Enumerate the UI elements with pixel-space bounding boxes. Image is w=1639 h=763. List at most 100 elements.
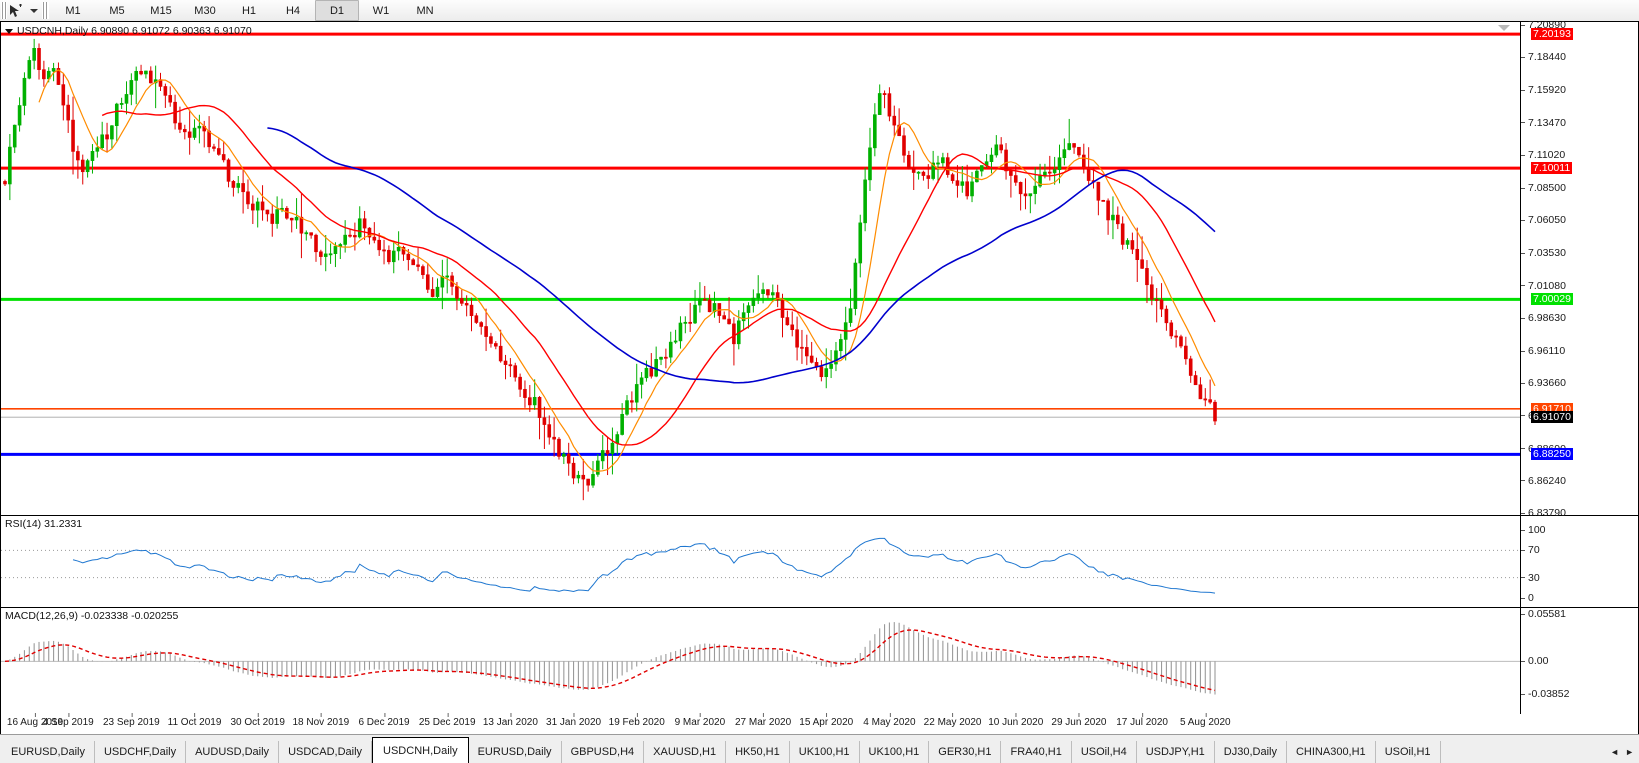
price-tick: 7.01080 — [1521, 280, 1566, 291]
price-tick: 6.86240 — [1521, 476, 1566, 486]
rsi-tick: 70 — [1521, 545, 1540, 556]
price-tick: 6.98630 — [1521, 313, 1566, 323]
timeframe-m1[interactable]: M1 — [65, 4, 81, 17]
price-tick: 7.06050 — [1521, 215, 1566, 225]
date-tick: 4 Sep 2019 — [43, 713, 94, 728]
tab-scroll-buttons[interactable]: ◄ ► — [1605, 741, 1639, 763]
chart-tab-audusd-daily[interactable]: AUDUSD,Daily — [186, 741, 280, 763]
chart-tab-dj30-daily[interactable]: DJ30,Daily — [1214, 741, 1287, 763]
support-line-label: 6.88250 — [1531, 448, 1573, 461]
date-tick: 19 Feb 2020 — [609, 713, 665, 728]
toolbar-grip[interactable] — [1, 2, 7, 19]
pivot-line-label: 7.00029 — [1531, 293, 1573, 306]
scroll-position-marker-icon — [1498, 25, 1510, 31]
date-axis[interactable]: 16 Aug 2019 4 Sep 2019 23 Sep 2019 11 Oct 2… — [1, 713, 1520, 734]
date-tick: 27 Mar 2020 — [735, 713, 791, 728]
rsi-plot[interactable] — [1, 516, 1520, 607]
date-tick: 31 Jan 2020 — [546, 713, 601, 728]
chart-tab-ger30-h1[interactable]: GER30,H1 — [929, 741, 1002, 763]
resistance-line-label-top: 7.20193 — [1531, 28, 1573, 41]
chart-tab-usdjpy-h1[interactable]: USDJPY,H1 — [1136, 741, 1215, 763]
collapse-triangle-icon[interactable] — [5, 28, 13, 34]
chart-tab-eurusd-daily[interactable]: EURUSD,Daily — [2, 741, 95, 763]
crosshair-cursor-icon[interactable] — [7, 1, 27, 20]
timeframe-m30[interactable]: M30 — [194, 4, 216, 17]
timeframe-h4[interactable]: H4 — [285, 4, 301, 17]
date-tick: 25 Dec 2019 — [419, 713, 476, 728]
rsi-tick: 0 — [1521, 593, 1534, 603]
chart-tab-china300-h1[interactable]: CHINA300,H1 — [1286, 741, 1376, 763]
chart-tab-usoil-h4[interactable]: USOil,H4 — [1071, 741, 1137, 763]
chart-tab-usdcnh-daily[interactable]: USDCNH,Daily — [372, 737, 469, 763]
date-tick: 15 Apr 2020 — [799, 713, 853, 728]
toolbar: M1 M5 M15 M30 H1 H4 D1 W1 MN — [0, 0, 1639, 22]
toolbar-dropdown-arrow-icon[interactable] — [27, 1, 40, 20]
rsi-axis: 100 70 30 0 — [1520, 516, 1638, 607]
macd-tick: 0.00 — [1521, 656, 1548, 667]
timeframe-w1[interactable]: W1 — [372, 4, 390, 17]
price-tick: 7.18440 — [1521, 52, 1566, 62]
macd-title: MACD(12,26,9) -0.023338 -0.020255 — [5, 610, 179, 622]
macd-tick: 0.05581 — [1521, 609, 1566, 619]
price-candles — [1, 32, 1520, 501]
date-tick: 9 Mar 2020 — [675, 713, 725, 728]
tab-scroll-left-icon[interactable]: ◄ — [1610, 747, 1620, 757]
chart-tab-fra40-h1[interactable]: FRA40,H1 — [1001, 741, 1072, 763]
date-tick: 23 Sep 2019 — [103, 713, 160, 728]
date-tick: 10 Jun 2020 — [988, 713, 1043, 728]
date-tick: 5 Aug 2020 — [1180, 713, 1231, 728]
rsi-tick: 30 — [1521, 572, 1540, 583]
date-tick: 29 Jun 2020 — [1051, 713, 1106, 728]
chart-tab-usdchf-daily[interactable]: USDCHF,Daily — [94, 741, 187, 763]
date-tick: 18 Nov 2019 — [293, 713, 349, 728]
macd-tick: -0.03852 — [1521, 689, 1569, 699]
timeframe-d1[interactable]: D1 — [315, 0, 359, 21]
chart-tab-uk100-h1[interactable]: UK100,H1 — [859, 741, 930, 763]
chart-tab-usoil-h1[interactable]: USOil,H1 — [1375, 741, 1441, 763]
price-tick: 7.20890 — [1521, 20, 1566, 30]
date-tick: 4 May 2020 — [863, 713, 916, 728]
price-tick: 7.08500 — [1521, 183, 1566, 193]
date-tick: 30 Oct 2019 — [230, 713, 285, 728]
price-tick: 7.11020 — [1521, 150, 1565, 160]
chart-tab-xauusd-h1[interactable]: XAUUSD,H1 — [644, 741, 727, 763]
macd-plot[interactable] — [1, 608, 1520, 714]
tab-scroll-right-icon[interactable]: ► — [1625, 747, 1634, 757]
chart-tab-hk50-h1[interactable]: HK50,H1 — [726, 741, 790, 763]
rsi-tick: 100 — [1521, 525, 1546, 535]
timeframe-m5[interactable]: M5 — [109, 4, 125, 17]
chart-tab-usdcad-daily[interactable]: USDCAD,Daily — [279, 741, 373, 763]
timeframe-mn[interactable]: MN — [416, 4, 434, 17]
current-price-label: 6.91070 — [1531, 411, 1573, 424]
price-tick: 6.96110 — [1521, 346, 1565, 356]
date-tick: 6 Dec 2019 — [358, 713, 410, 728]
chart-tab-gbpusd-h4[interactable]: GBPUSD,H4 — [561, 741, 645, 763]
chart-tab-eurusd-daily[interactable]: EURUSD,Daily — [468, 741, 562, 763]
chart-tab-uk100-h1[interactable]: UK100,H1 — [789, 741, 860, 763]
date-tick: 13 Jan 2020 — [483, 713, 538, 728]
timeframe-h1[interactable]: H1 — [241, 4, 257, 17]
rsi-pane[interactable]: RSI(14) 31.2331 100 70 30 0 — [1, 516, 1638, 608]
chart-window[interactable]: USDCNH,Daily 6.90890 6.91072 6.90363 6.9… — [0, 20, 1639, 735]
price-plot[interactable] — [1, 22, 1520, 515]
price-tick: 6.83790 — [1521, 508, 1566, 518]
price-tick: 6.93660 — [1521, 378, 1566, 388]
price-axis[interactable]: 7.20890 7.18440 7.15920 7.13470 7.11020 7.085… — [1520, 20, 1638, 518]
rsi-line — [1, 537, 1520, 594]
toolbar-separator — [42, 2, 49, 19]
timeframe-m15[interactable]: M15 — [150, 4, 172, 17]
price-tick: 7.15920 — [1521, 85, 1566, 96]
macd-axis: 0.05581 0.00 -0.03852 — [1520, 608, 1638, 714]
price-tick: 7.03530 — [1521, 248, 1566, 259]
date-tick: 22 May 2020 — [924, 713, 981, 728]
chart-tabbar: EURUSD,Daily USDCHF,Daily AUDUSD,Daily USDC… — [0, 734, 1639, 763]
date-tick: 16 Aug 2019 — [7, 713, 63, 728]
price-tick: 7.13470 — [1521, 117, 1566, 128]
price-pane[interactable]: USDCNH,Daily 6.90890 6.91072 6.90363 6.9… — [1, 20, 1638, 518]
date-tick: 17 Jul 2020 — [1116, 713, 1168, 728]
chart-tabs[interactable]: EURUSD,Daily USDCHF,Daily AUDUSD,Daily USDC… — [0, 735, 1605, 763]
date-tick: 11 Oct 2019 — [168, 713, 221, 728]
macd-pane[interactable]: MACD(12,26,9) -0.023338 -0.020255 0.0558… — [1, 608, 1638, 714]
chart-symbol-header: USDCNH,Daily 6.90890 6.91072 6.90363 6.9… — [5, 25, 252, 37]
